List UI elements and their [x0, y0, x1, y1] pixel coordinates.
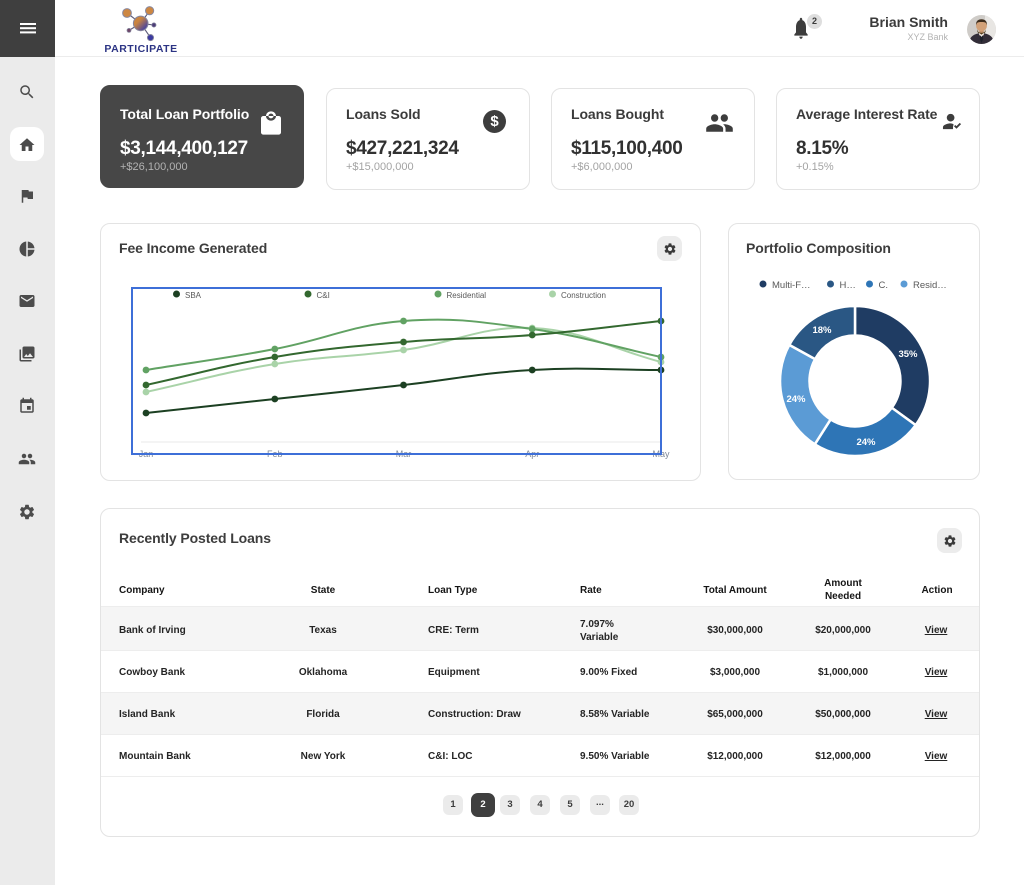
svg-text:Resid…: Resid…: [913, 280, 947, 291]
svg-text:Multi-F…: Multi-F…: [772, 280, 811, 291]
svg-text:Residential: Residential: [447, 291, 487, 300]
svg-text:Construction: Construction: [561, 291, 606, 300]
svg-text:18%: 18%: [812, 325, 832, 336]
svg-text:C&I: C&I: [317, 291, 330, 300]
svg-text:PARTICIPATE: PARTICIPATE: [104, 43, 177, 54]
svg-text:35%: 35%: [898, 349, 918, 360]
svg-text:24%: 24%: [786, 394, 806, 405]
svg-text:C.: C.: [879, 280, 889, 291]
svg-text:24%: 24%: [856, 437, 876, 448]
svg-text:SBA: SBA: [185, 291, 202, 300]
svg-text:H…: H…: [840, 280, 856, 291]
